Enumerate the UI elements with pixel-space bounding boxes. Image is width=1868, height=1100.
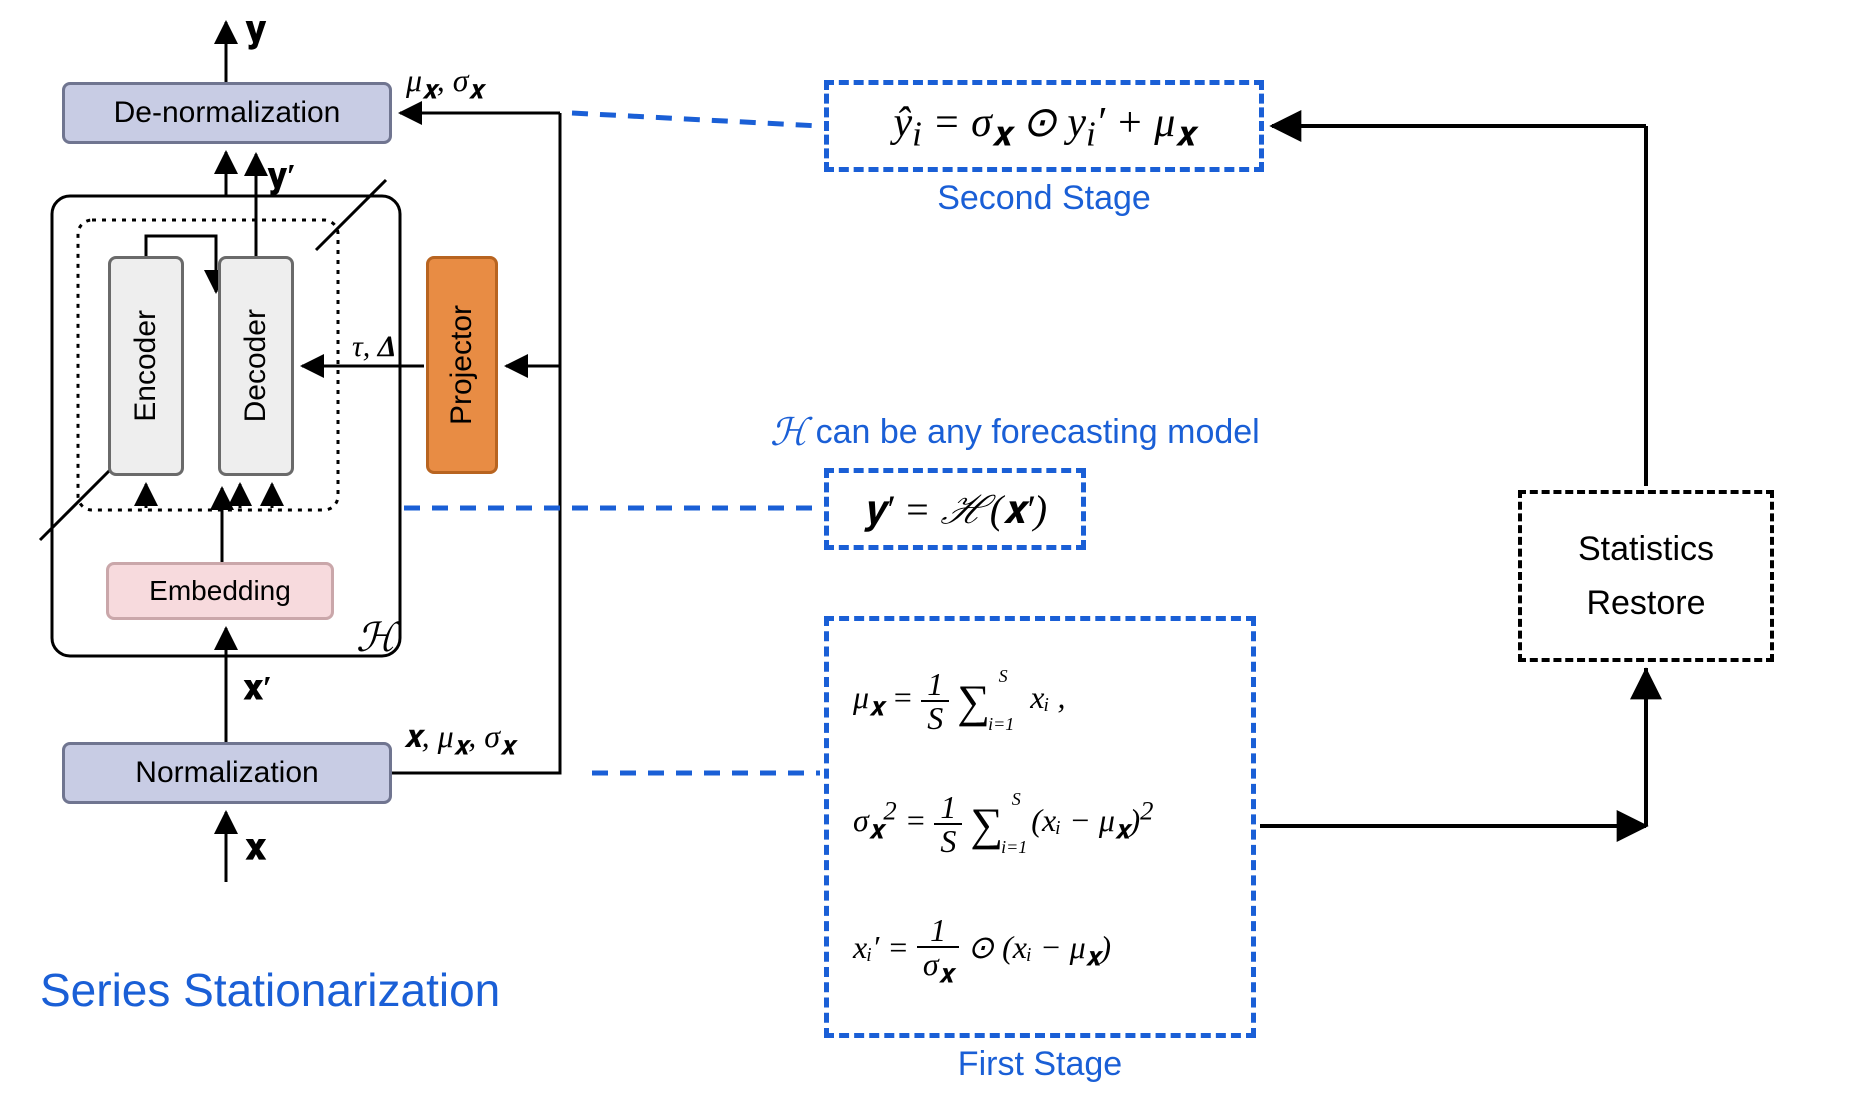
norm-box: Normalization [62,742,392,804]
norm-label: Normalization [135,756,318,790]
H-label: ℋ [356,614,396,661]
title: Series Stationarization [40,960,600,1020]
denorm-eq-box: ŷi = σ𝐱 ⊙ yi′ + μ𝐱 [824,80,1264,172]
first-stage-caption: First Stage [824,1044,1256,1084]
projector-box: Projector [426,256,498,474]
x-label: 𝐱 [246,826,266,869]
y-label: 𝐲 [246,8,266,51]
denorm-eq: ŷi = σ𝐱 ⊙ yi′ + μ𝐱 [893,97,1194,154]
sigma-eq: σ𝐱2 = 1S ∑Si=1(xᵢ − μ𝐱)2 [853,790,1154,858]
first-stage-eq-box: μ𝐱 = 1S ∑Si=1 xᵢ , σ𝐱2 = 1S ∑Si=1(xᵢ − μ… [824,616,1256,1038]
second-stage-caption: Second Stage [824,178,1264,218]
h-caption: ℋ can be any forecasting model [770,410,1390,454]
stats-box: Statistics Restore [1518,490,1774,662]
stats-label1: Statistics [1578,522,1714,576]
embed-box: Embedding [106,562,334,620]
tau-delta-label: τ, Δ [352,330,397,364]
decoder-label: Decoder [239,309,273,422]
yprime-label: 𝐲′ [268,158,296,196]
projector-label: Projector [445,305,479,425]
embed-label: Embedding [149,575,291,607]
x-mu-sigma-label: 𝐱, μ𝐱, σ𝐱 [404,718,515,762]
encoder-label: Encoder [129,310,163,422]
model-eq: 𝐲′ = ℋ(𝐱′) [863,486,1047,533]
xprime-eq: xᵢ′ = 1σ𝐱 ⊙ (xᵢ − μ𝐱) [853,914,1111,987]
stats-label2: Restore [1586,576,1705,630]
decoder-box: Decoder [218,256,294,476]
denorm-box: De-normalization [62,82,392,144]
denorm-label: De-normalization [114,96,341,130]
encoder-box: Encoder [108,256,184,476]
xprime-label: 𝐱′ [244,670,272,708]
model-eq-box: 𝐲′ = ℋ(𝐱′) [824,468,1086,550]
mu-eq: μ𝐱 = 1S ∑Si=1 xᵢ , [853,667,1066,735]
mu-sigma-label: μ𝐱, σ𝐱 [406,62,483,106]
